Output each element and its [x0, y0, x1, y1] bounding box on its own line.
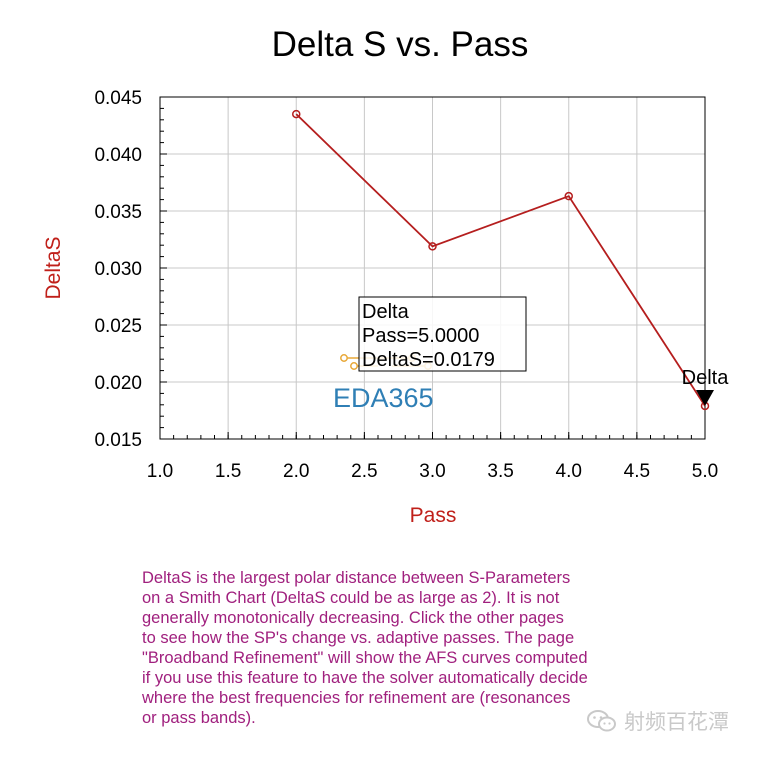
- watermark-text: 射频百花潭: [624, 710, 729, 734]
- x-tick-label: 1.0: [147, 461, 173, 482]
- x-tick-label: 4.5: [624, 461, 650, 482]
- x-tick-label: 4.0: [556, 461, 582, 482]
- x-tick-label: 2.5: [351, 461, 377, 482]
- y-axis-label: DeltaS: [42, 236, 65, 299]
- y-tick-label: 0.045: [94, 88, 142, 109]
- description-note: DeltaS is the largest polar distance bet…: [142, 569, 588, 727]
- logo-text: EDA365: [333, 383, 434, 413]
- delta-marker[interactable]: Delta: [682, 367, 730, 406]
- tooltip-line: Pass=5.0000: [362, 325, 479, 347]
- x-tick-label: 5.0: [692, 461, 718, 482]
- y-tick-label: 0.020: [94, 373, 142, 394]
- marker-tooltip: Delta Pass=5.0000 DeltaS=0.0179: [358, 296, 527, 372]
- tooltip-box: [358, 296, 527, 372]
- data-point[interactable]: [428, 242, 437, 251]
- wechat-icon: [587, 710, 616, 732]
- y-tick-label: 0.030: [94, 259, 142, 280]
- y-tick-label: 0.015: [94, 430, 142, 451]
- x-tick-label: 3.5: [487, 461, 513, 482]
- x-axis-label: Pass: [410, 504, 457, 527]
- y-tick-label: 0.035: [94, 202, 142, 223]
- chart-title: Delta S vs. Pass: [272, 25, 529, 64]
- watermark: 射频百花潭: [586, 706, 729, 736]
- y-tick-labels: 0.045 0.040 0.035 0.030 0.025 0.020 0.015: [94, 88, 142, 451]
- x-tick-label: 3.0: [419, 461, 445, 482]
- x-tick-label: 2.0: [283, 461, 309, 482]
- tooltip-line: Delta: [362, 301, 410, 323]
- marker-label: Delta: [682, 367, 730, 389]
- y-tick-label: 0.040: [94, 145, 142, 166]
- series-line: [295, 113, 706, 407]
- x-tick-label: 1.5: [215, 461, 241, 482]
- tooltip-line: DeltaS=0.0179: [362, 349, 495, 371]
- data-point[interactable]: [564, 191, 573, 201]
- series-group: [292, 109, 710, 411]
- x-tick-labels: 1.0 1.5 2.0 2.5 3.0 3.5 4.0 4.5 5.0: [147, 461, 718, 482]
- marker-triangle-icon: [696, 390, 714, 406]
- chart-area: Delta S vs. Pass 0.0450.0400.0350.0300.0…: [42, 25, 730, 527]
- axis-ticks: [159, 96, 706, 440]
- y-tick-label: 0.025: [94, 316, 142, 337]
- data-point[interactable]: [292, 109, 301, 119]
